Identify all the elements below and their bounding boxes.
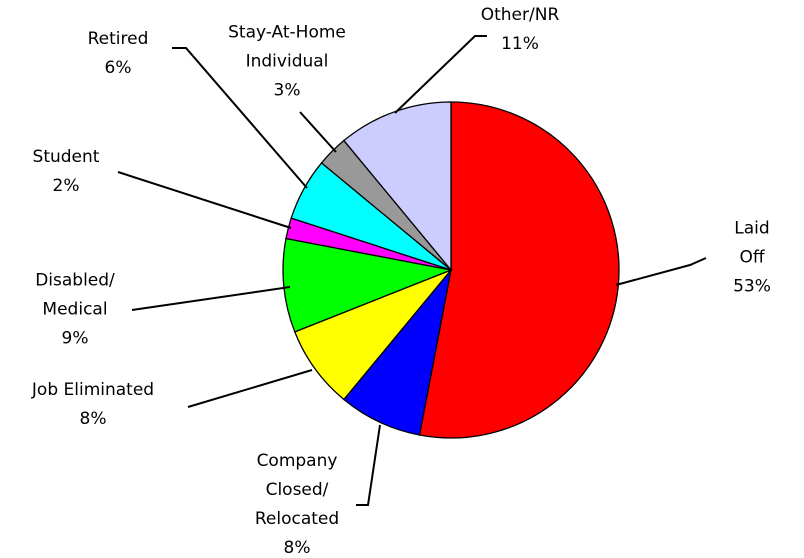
- value-label: 8%: [79, 409, 107, 429]
- category-label: Student: [32, 147, 100, 167]
- leader-line: [356, 424, 381, 506]
- value-label: 9%: [61, 328, 89, 349]
- pie-slice: [282, 237, 454, 333]
- category-label: Company Closed/ Relocated: [254, 451, 340, 529]
- value-label: 3%: [273, 80, 301, 101]
- slice-label: Other/NR 11%: [481, 1, 560, 59]
- leader-line: [131, 286, 291, 311]
- category-label: Retired: [87, 29, 149, 49]
- leader-line: [394, 35, 487, 114]
- value-label: 2%: [52, 176, 80, 196]
- pie-slice: [418, 101, 620, 439]
- leader-line: [187, 369, 313, 408]
- leader-line: [117, 171, 292, 229]
- value-label: 53%: [733, 276, 771, 297]
- value-label: 8%: [283, 538, 311, 558]
- slice-label: Laid Off 53%: [726, 215, 778, 302]
- category-label: Other/NR: [480, 5, 560, 25]
- slice-label: Job Eliminated 8%: [32, 376, 154, 434]
- leader-line: [615, 257, 707, 286]
- slice-label: Student 2%: [33, 143, 100, 201]
- leader-line: [172, 47, 308, 189]
- category-label: Job Eliminated: [31, 380, 155, 400]
- value-label: 11%: [501, 34, 539, 54]
- category-label: Laid Off: [734, 218, 770, 268]
- value-label: 6%: [104, 58, 132, 78]
- slice-label: Retired 6%: [88, 25, 149, 83]
- pie-slice: [342, 101, 452, 272]
- slice-label: Stay-At-Home Individual 3%: [228, 19, 346, 106]
- leader-line: [299, 111, 337, 153]
- category-label: Stay-At-Home Individual: [228, 22, 346, 72]
- slice-label: Company Closed/ Relocated 8%: [255, 447, 339, 558]
- category-label: Disabled/ Medical: [35, 270, 115, 320]
- slice-label: Disabled/ Medical 9%: [35, 267, 115, 354]
